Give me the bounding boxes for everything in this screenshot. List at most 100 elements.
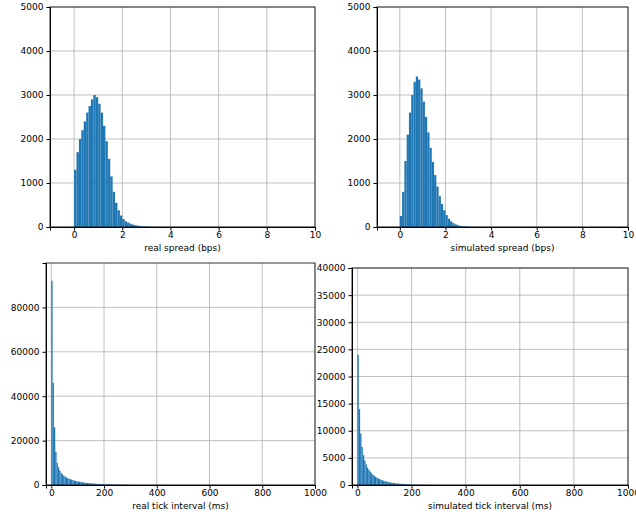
grid-line [156,263,157,485]
tick: 60000 [11,347,46,357]
grid-line [50,95,315,96]
tick: 400 [458,485,475,498]
tick-label: 4 [168,230,174,240]
histogram-bar [361,447,362,485]
plot-frame [50,7,315,227]
histogram-bar [386,482,387,485]
histogram-bar [380,480,381,485]
tick-label: 4000 [348,46,371,56]
tick-label: 40000 [11,392,40,402]
histogram-bar [53,383,54,485]
axis-line [47,486,316,489]
tick: 6 [534,227,540,240]
tick-label: 15000 [317,399,346,409]
histogram-bar [122,219,124,227]
histogram-bar [432,162,434,227]
histogram-bar [364,461,365,485]
x-axis: 0246810 [378,227,635,240]
histogram-bar [62,474,63,485]
grid-line [582,7,583,227]
histogram-bar [96,97,98,227]
tick-mark [374,227,378,228]
tick-mark [349,322,353,323]
histogram-bar [378,478,379,485]
histogram-bar [425,117,427,227]
tick-mark [374,183,378,184]
tick: 200 [96,485,113,498]
tick-mark [374,139,378,140]
grid-line [46,307,315,308]
histogram-bar [384,481,385,485]
tick: 35000 [317,291,352,301]
tick-label: 200 [96,488,113,498]
tick-mark [374,95,378,96]
plot-frame [352,268,628,485]
histogram-bar [80,482,81,485]
tick-label: 3000 [21,90,44,100]
histogram-bar [448,219,450,227]
x-axis-title: simulated spread (bps) [451,243,555,253]
histogram-bar [57,463,58,485]
bars [357,355,438,485]
histogram-bar [68,479,69,485]
tick-label: 0 [355,488,361,498]
grid [352,268,628,485]
grid-line [536,7,537,227]
tick: 600 [512,485,529,498]
tick-label: 0 [365,222,371,232]
histogram-bar [108,159,110,227]
bars [74,95,170,227]
histogram-bar [75,481,76,485]
histogram-bar [429,148,431,227]
tick-label: 60000 [11,347,40,357]
tick-mark [43,485,47,486]
histogram-bar [115,203,117,227]
panel: 0246810010002000300040005000simulated sp… [348,2,635,253]
histogram-bar [113,192,115,227]
tick-label: 0 [397,230,403,240]
tick: 0 [38,222,50,232]
grid-line [377,51,628,52]
tick-label: 0 [34,480,40,490]
panel: 02004006008001000020000400006000080000re… [11,263,327,511]
y-axis: 020000400006000080000 [11,264,47,491]
panel: 0246810010002000300040005000real spread … [21,2,322,253]
tick: 10000 [317,426,352,436]
grid-line [262,263,263,485]
histogram-bar [402,192,404,227]
tick-mark [349,458,353,459]
grid-line [445,7,446,227]
tick-label: 4000 [21,46,44,56]
y-axis: 010002000300040005000 [21,2,51,232]
histogram-bar [411,95,413,227]
tick-mark [349,295,353,296]
tick: 0 [365,222,377,232]
histogram-bar [79,482,80,485]
histogram-bar [103,126,105,227]
histogram-bar [93,95,95,227]
grid-line [352,295,628,296]
tick: 80000 [11,303,46,313]
histogram-bar [363,455,364,485]
axis-line [374,8,378,228]
tick-label: 800 [254,488,271,498]
tick-label: 2000 [21,134,44,144]
grid-line [209,263,210,485]
tick-mark [349,431,353,432]
tick-mark [349,268,353,269]
histogram-bar [127,223,129,227]
histogram-bar [376,478,377,485]
histogram-bar [101,113,103,227]
tick: 400 [149,485,166,498]
histogram-bar [374,476,375,485]
grid-line [266,7,267,227]
tick-label: 1000 [304,488,327,498]
axis-line [353,486,629,489]
tick-label: 2 [443,230,449,240]
tick: 40000 [11,392,46,402]
tick: 10 [623,227,635,240]
tick-label: 8 [580,230,586,240]
histogram-bar [74,481,75,485]
histogram-bar [368,470,369,485]
histogram-bar [357,355,358,485]
